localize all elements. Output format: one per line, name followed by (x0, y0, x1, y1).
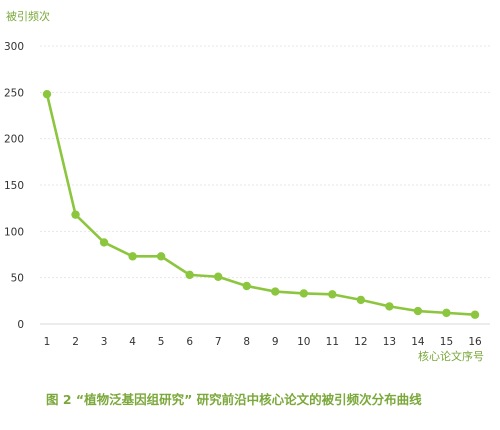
x-tick-5: 5 (158, 336, 165, 348)
data-point-3 (99, 238, 109, 247)
data-point-12 (356, 295, 366, 305)
series-line (45, 92, 477, 317)
grid-lines (40, 45, 490, 325)
data-point-4 (128, 252, 137, 261)
data-point-16 (470, 310, 480, 319)
series-citations (42, 89, 480, 319)
data-point-13 (385, 302, 394, 311)
data-point-14 (413, 306, 423, 316)
y-tick-150: 150 (4, 180, 24, 192)
x-tick-8: 8 (243, 336, 250, 348)
data-point-8 (242, 281, 251, 291)
figure-caption: 图 2 “植物泛基因组研究” 研究前沿中核心论文的被引频次分布曲线 (46, 392, 422, 407)
y-tick-250: 250 (4, 87, 24, 99)
data-point-11 (328, 290, 337, 299)
x-tick-9: 9 (272, 336, 279, 348)
x-tick-3: 3 (101, 336, 108, 348)
x-tick-14: 14 (411, 336, 425, 348)
x-tick-13: 13 (383, 336, 396, 348)
data-point-10 (299, 289, 308, 298)
y-tick-50: 50 (11, 273, 24, 285)
x-tick-11: 11 (326, 336, 339, 348)
x-tick-2: 2 (72, 336, 79, 348)
x-tick-7: 7 (215, 336, 222, 348)
x-tick-4: 4 (129, 336, 136, 348)
data-point-15 (442, 308, 451, 318)
y-tick-200: 200 (4, 134, 24, 146)
y-tick-300: 300 (4, 41, 24, 53)
y-tick-100: 100 (4, 226, 24, 238)
x-tick-labels: 1 2 3 4 5 6 7 8 9 10 11 12 13 14 15 16 (44, 336, 482, 348)
y-tick-labels: 0 50 100 150 200 250 300 (4, 41, 24, 331)
data-point-9 (271, 287, 280, 296)
x-tick-1: 1 (44, 336, 51, 348)
data-point-6 (185, 270, 194, 280)
x-axis-label: 核心论文序号 (418, 349, 484, 363)
data-point-7 (214, 272, 223, 281)
y-axis-label: 被引频次 (6, 9, 50, 23)
x-tick-10: 10 (297, 336, 310, 348)
x-tick-6: 6 (186, 336, 193, 348)
data-point-1 (42, 89, 52, 99)
x-tick-15: 15 (440, 336, 453, 348)
x-tick-12: 12 (354, 336, 367, 348)
data-point-2 (71, 210, 80, 219)
y-tick-0: 0 (17, 319, 24, 331)
data-point-5 (156, 252, 166, 261)
x-tick-16: 16 (468, 336, 482, 348)
